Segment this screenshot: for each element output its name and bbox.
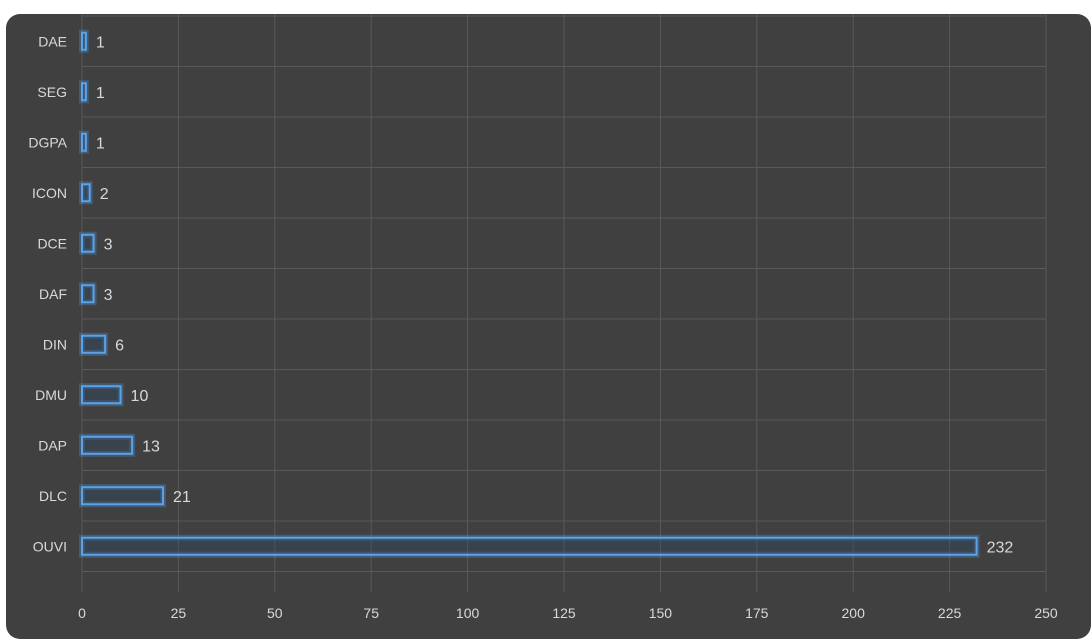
- x-tick-label: 100: [456, 605, 480, 621]
- category-label: DLC: [39, 488, 67, 504]
- bar-din: [81, 334, 107, 354]
- bar-dap: [81, 435, 134, 455]
- x-tick-label: 75: [363, 605, 379, 621]
- category-label: DMU: [35, 387, 67, 403]
- x-tick-label: 150: [649, 605, 673, 621]
- x-tick-label: 175: [745, 605, 769, 621]
- category-label: DAP: [38, 437, 67, 453]
- grid-layer: [81, 14, 1047, 592]
- bar-dmu: [81, 385, 122, 405]
- x-tick-label: 225: [938, 605, 962, 621]
- bar-seg: [81, 82, 87, 102]
- data-label: 3: [104, 287, 113, 304]
- labels-layer: 0 25 50 75 100 125 150 175 200 225 250 DAE 1 SEG 1 DGPA…: [28, 33, 1058, 621]
- category-label: DCE: [37, 235, 67, 251]
- x-tick-label: 250: [1034, 605, 1058, 621]
- bar-dce: [81, 233, 95, 253]
- data-label: 2: [100, 186, 109, 203]
- data-label: 232: [987, 539, 1014, 556]
- x-tick-label: 0: [78, 605, 86, 621]
- x-tick-label: 25: [171, 605, 187, 621]
- bar-chart: 0 25 50 75 100 125 150 175 200 225 250 DAE 1 SEG 1 DGPA…: [28, 14, 1058, 621]
- category-label: OUVI: [33, 538, 67, 554]
- data-label: 1: [96, 85, 105, 102]
- bar-dgpa: [81, 132, 87, 152]
- category-label: DIN: [43, 336, 67, 352]
- bar-daf: [81, 284, 95, 304]
- category-label: DAE: [38, 33, 67, 49]
- category-label: DAF: [39, 286, 67, 302]
- data-label: 13: [142, 438, 160, 455]
- x-tick-label: 125: [552, 605, 576, 621]
- chart-card: 0 25 50 75 100 125 150 175 200 225 250 DAE 1 SEG 1 DGPA…: [6, 14, 1091, 639]
- category-label: SEG: [37, 84, 67, 100]
- data-label: 1: [96, 135, 105, 152]
- data-label: 10: [131, 388, 149, 405]
- bar-icon: [81, 183, 91, 203]
- x-tick-label: 50: [267, 605, 283, 621]
- data-label: 1: [96, 34, 105, 51]
- data-label: 21: [173, 489, 191, 506]
- bar-ouvi: [81, 536, 978, 556]
- data-label: 3: [104, 236, 113, 253]
- bar-dae: [81, 31, 87, 51]
- category-label: ICON: [32, 185, 67, 201]
- x-tick-label: 200: [842, 605, 866, 621]
- data-label: 6: [115, 337, 124, 354]
- bar-dlc: [81, 486, 164, 506]
- bars-layer: [79, 29, 980, 558]
- category-label: DGPA: [28, 134, 67, 150]
